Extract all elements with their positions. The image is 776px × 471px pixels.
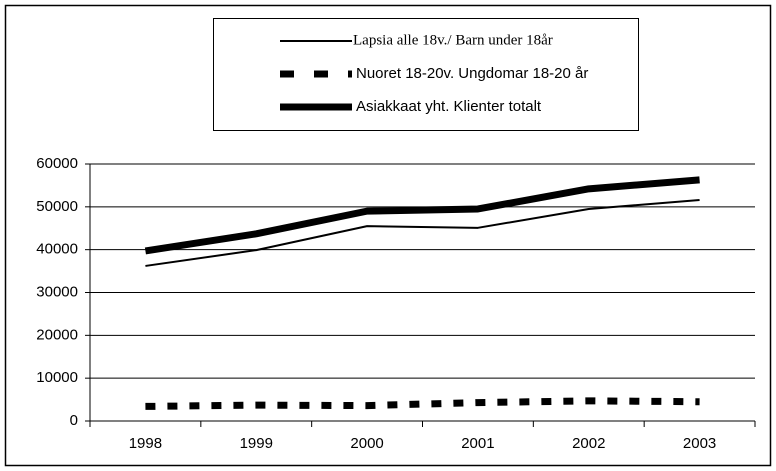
y-tick-label: 0 xyxy=(70,412,78,429)
series-line xyxy=(144,176,700,255)
legend-label: Nuoret 18-20v. Ungdomar 18-20 år xyxy=(356,65,588,82)
y-tick-label: 30000 xyxy=(36,283,78,300)
x-tick-label: 2002 xyxy=(572,435,605,452)
x-tick-label: 1999 xyxy=(240,435,273,452)
y-tick-label: 10000 xyxy=(36,369,78,386)
legend-label: Asiakkaat yht. Klienter totalt xyxy=(356,98,542,115)
y-tick-label: 40000 xyxy=(36,241,78,258)
x-tick-label: 2003 xyxy=(683,435,716,452)
series-line xyxy=(145,397,700,410)
y-tick-label: 50000 xyxy=(36,198,78,215)
x-tick-label: 2000 xyxy=(350,435,383,452)
legend-label: Lapsia alle 18v./ Barn under 18år xyxy=(353,32,553,48)
series-line xyxy=(145,198,700,267)
x-tick-label: 2001 xyxy=(461,435,494,452)
x-tick-label: 1998 xyxy=(129,435,162,452)
y-tick-label: 20000 xyxy=(36,326,78,343)
y-tick-label: 60000 xyxy=(36,155,78,172)
